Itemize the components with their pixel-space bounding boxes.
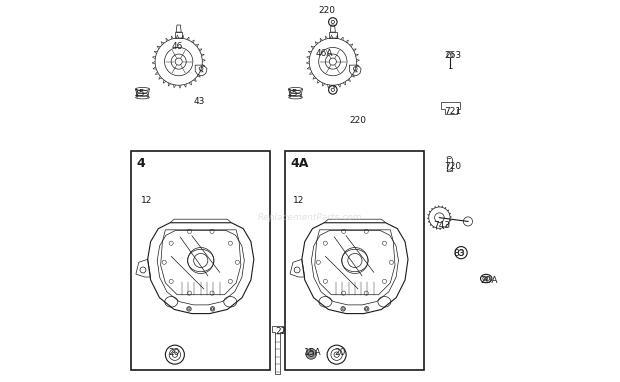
Text: ReplacementParts.com: ReplacementParts.com	[258, 213, 362, 222]
Text: 46: 46	[171, 42, 182, 51]
Circle shape	[306, 348, 316, 359]
Text: 220: 220	[319, 6, 336, 15]
Bar	[285, 151, 424, 370]
Text: 4: 4	[136, 157, 145, 170]
Text: 12: 12	[293, 196, 304, 205]
Text: 83: 83	[453, 249, 465, 258]
Text: 15: 15	[287, 89, 299, 99]
Text: 20A: 20A	[480, 276, 498, 285]
Text: 15A: 15A	[304, 348, 321, 357]
Text: 263: 263	[445, 52, 461, 60]
Text: 15: 15	[134, 89, 145, 99]
Text: 43: 43	[194, 97, 205, 106]
Text: 20: 20	[335, 348, 346, 357]
Text: 22: 22	[275, 327, 286, 336]
Text: 743: 743	[433, 221, 450, 230]
Bar	[131, 151, 270, 370]
Text: 46A: 46A	[316, 50, 333, 58]
Text: 220: 220	[349, 116, 366, 125]
Text: 20: 20	[169, 348, 180, 357]
Text: 720: 720	[445, 162, 461, 171]
Text: 12: 12	[141, 196, 152, 205]
Text: 721: 721	[445, 107, 461, 116]
Text: 4A: 4A	[290, 157, 309, 170]
